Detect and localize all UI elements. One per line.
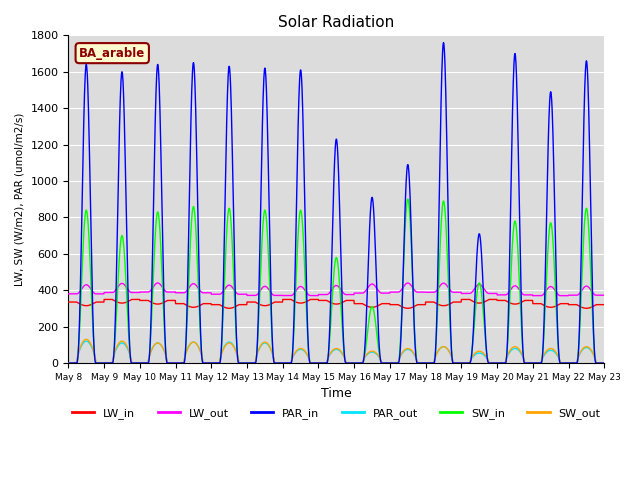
SW_in [492, 360, 500, 366]
PAR_in [214, 360, 221, 366]
PAR_out [553, 352, 561, 358]
SW_out [600, 360, 608, 366]
LW_out [352, 290, 360, 296]
PAR_out [214, 360, 222, 366]
LW_in [65, 299, 72, 305]
PAR_in [600, 360, 608, 366]
LW_out [154, 280, 161, 286]
LW_in [492, 297, 500, 302]
PAR_in [364, 294, 371, 300]
LW_in [352, 301, 360, 307]
PAR_out [492, 360, 500, 366]
Text: BA_arable: BA_arable [79, 47, 145, 60]
SW_in [65, 360, 72, 366]
PAR_out [65, 360, 72, 366]
LW_out [529, 293, 537, 299]
PAR_in [568, 360, 575, 366]
Title: Solar Radiation: Solar Radiation [278, 15, 394, 30]
PAR_out [352, 360, 360, 366]
Line: SW_out: SW_out [68, 339, 604, 363]
LW_in [214, 302, 222, 308]
SW_out [568, 360, 575, 366]
SW_in [364, 333, 371, 339]
Line: PAR_in: PAR_in [68, 43, 604, 363]
Line: LW_in: LW_in [68, 300, 604, 308]
SW_out [214, 360, 222, 366]
LW_out [492, 290, 500, 296]
LW_in [225, 305, 233, 311]
PAR_out [83, 338, 90, 344]
SW_in [351, 360, 359, 366]
Line: SW_in: SW_in [68, 199, 604, 363]
PAR_in [492, 360, 500, 366]
PAR_in [440, 40, 447, 46]
LW_in [600, 302, 608, 308]
LW_in [100, 297, 108, 302]
SW_out [65, 360, 72, 366]
SW_out [352, 360, 360, 366]
PAR_in [65, 360, 72, 366]
LW_out [554, 290, 561, 296]
Y-axis label: LW, SW (W/m2), PAR (umol/m2/s): LW, SW (W/m2), PAR (umol/m2/s) [15, 112, 25, 286]
SW_out [492, 360, 500, 366]
PAR_in [351, 360, 359, 366]
LW_out [65, 291, 72, 297]
PAR_out [364, 351, 371, 357]
PAR_out [600, 360, 608, 366]
SW_in [214, 360, 221, 366]
PAR_in [553, 303, 561, 309]
LW_out [214, 291, 222, 297]
LW_out [600, 292, 608, 298]
PAR_out [568, 360, 575, 366]
LW_out [568, 292, 576, 298]
SW_out [364, 351, 371, 357]
Legend: LW_in, LW_out, PAR_in, PAR_out, SW_in, SW_out: LW_in, LW_out, PAR_in, PAR_out, SW_in, S… [68, 403, 605, 423]
SW_in [553, 320, 561, 326]
LW_in [554, 302, 561, 308]
LW_in [568, 302, 576, 308]
Line: PAR_out: PAR_out [68, 341, 604, 363]
SW_out [553, 351, 561, 357]
SW_in [404, 196, 412, 202]
X-axis label: Time: Time [321, 387, 352, 400]
Line: LW_out: LW_out [68, 283, 604, 296]
SW_out [83, 336, 90, 342]
SW_in [600, 360, 608, 366]
LW_out [364, 286, 371, 291]
LW_in [364, 303, 371, 309]
SW_in [568, 360, 575, 366]
